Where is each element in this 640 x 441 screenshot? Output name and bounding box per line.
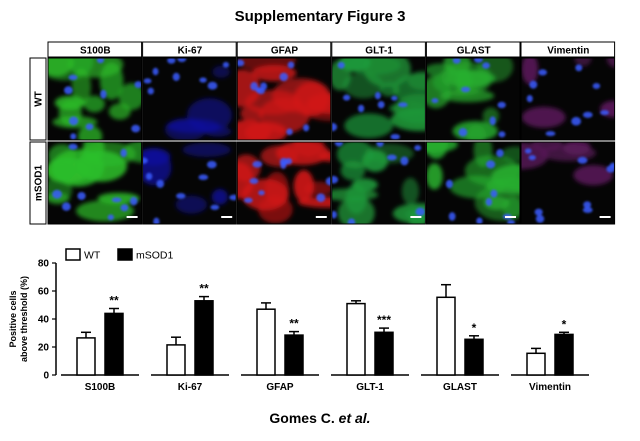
- micrograph-header-s100b: S100B: [47, 41, 143, 58]
- svg-text:GLT-1: GLT-1: [365, 46, 393, 57]
- y-tick-label: 80: [38, 259, 50, 270]
- x-tick-label-glast: GLAST: [443, 382, 477, 393]
- significance-gfap: **: [289, 317, 299, 331]
- micrograph-header-gfap: GFAP: [236, 41, 332, 58]
- svg-text:Ki-67: Ki-67: [178, 46, 203, 57]
- author-prefix: Gomes C.: [269, 410, 339, 426]
- bar-wt-gfap: [256, 308, 276, 376]
- x-axis: S100B Ki-67 GFAP GLT-1 GLAST Vimentin: [61, 374, 589, 393]
- micrograph-header-vimentin: Vimentin: [520, 41, 616, 58]
- x-tick-label-s100b: S100B: [85, 382, 116, 393]
- significance-glast: *: [472, 321, 477, 335]
- micrograph-glt-1-wt: [331, 57, 426, 141]
- bar-chart: 0 20 40 60 80 Positive cellsabove threshold (…: [8, 248, 589, 393]
- micrograph-vimentin-wt: [520, 57, 616, 141]
- y-axis: 0 20 40 60 80 Positive cellsabove threshold (…: [8, 259, 57, 382]
- bar-msod1-gfap: [284, 334, 304, 376]
- x-tick-label-vimentin: Vimentin: [529, 382, 571, 393]
- micrograph-s100b-wt: [47, 57, 143, 141]
- y-tick-label: 20: [38, 343, 50, 354]
- bar-msod1-s100b: [104, 312, 124, 376]
- bar-wt-s100b: [76, 337, 96, 376]
- svg-text:mSOD1: mSOD1: [34, 165, 45, 202]
- micrograph-header-glast: GLAST: [425, 41, 521, 58]
- bar-msod1-glast: [464, 338, 484, 376]
- bars: ****** **** *: [76, 282, 574, 376]
- micrograph-glast-msod1: [425, 141, 521, 225]
- y-axis-label: Positive cellsabove threshold (%): [8, 276, 29, 362]
- bar-msod1-vimentin: [554, 333, 574, 376]
- bar-wt-vimentin: [526, 352, 546, 376]
- micrograph-gfap-msod1: [236, 141, 332, 225]
- micrograph-ki-67-msod1: [142, 141, 237, 225]
- micrograph-ki-67-wt: [142, 57, 237, 141]
- significance-vimentin: *: [562, 317, 567, 331]
- significance-glt-1: ***: [377, 313, 391, 327]
- y-tick-label: 60: [38, 287, 50, 298]
- bar-wt-glast: [436, 296, 456, 376]
- micrograph-row-label-msod1: mSOD1: [29, 141, 47, 225]
- legend-item-msod1: mSOD1: [117, 248, 174, 262]
- y-tick-label: 0: [43, 371, 49, 382]
- y-tick-label: 40: [38, 315, 50, 326]
- bar-msod1-glt-1: [374, 331, 394, 376]
- svg-text:WT: WT: [34, 91, 45, 107]
- author-suffix: et al.: [338, 410, 371, 426]
- bar-wt-glt-1: [346, 302, 366, 376]
- micrograph-glt-1-msod1: [331, 141, 426, 225]
- micrograph-row-label-wt: WT: [29, 57, 47, 141]
- bar-wt-ki-67: [166, 344, 186, 376]
- micrograph-header-ki-67: Ki-67: [142, 41, 237, 58]
- significance-s100b: **: [109, 294, 119, 308]
- micrograph-header-glt-1: GLT-1: [331, 41, 426, 58]
- micrograph-panel: S100B Ki-67 GFAP GLT-1 GLAST Vimentin WT mSOD1: [29, 41, 616, 225]
- figure-author-line: Gomes C. et al.: [0, 410, 640, 426]
- micrograph-glast-wt: [425, 57, 521, 141]
- micrograph-vimentin-msod1: [520, 141, 616, 225]
- legend-label-msod1: mSOD1: [136, 250, 174, 262]
- x-tick-label-gfap: GFAP: [266, 382, 294, 393]
- legend: WT mSOD1: [65, 248, 174, 262]
- legend-label-wt: WT: [84, 250, 101, 262]
- figure-title: Supplementary Figure 3: [234, 8, 406, 25]
- legend-swatch-msod1: [117, 248, 133, 261]
- x-tick-label-ki-67: Ki-67: [178, 382, 203, 393]
- significance-ki-67: **: [199, 282, 209, 296]
- legend-item-wt: WT: [65, 248, 101, 262]
- svg-text:GFAP: GFAP: [271, 46, 299, 57]
- micrograph-gfap-wt: [236, 57, 332, 141]
- legend-swatch-wt: [65, 248, 81, 261]
- bar-msod1-ki-67: [194, 300, 214, 376]
- x-tick-label-glt-1: GLT-1: [356, 382, 384, 393]
- svg-text:S100B: S100B: [80, 46, 111, 57]
- svg-text:Vimentin: Vimentin: [547, 46, 589, 57]
- micrograph-s100b-msod1: [47, 141, 143, 225]
- svg-text:GLAST: GLAST: [457, 46, 491, 57]
